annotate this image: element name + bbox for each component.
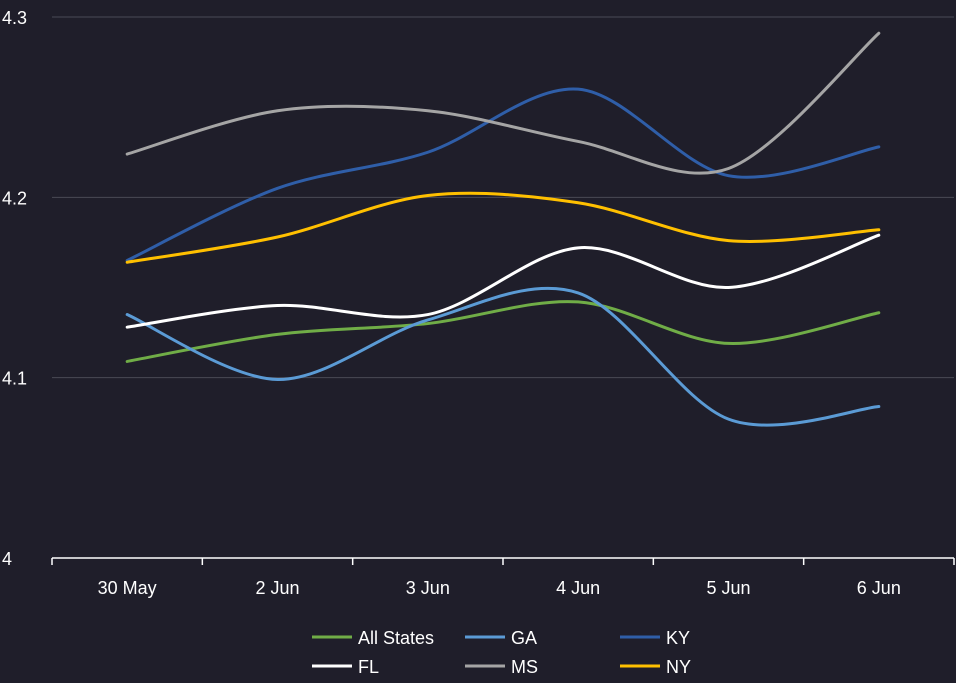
legend-label: GA [511, 628, 537, 648]
series-line-all-states [125, 300, 881, 363]
legend-item-ms: MS [465, 657, 538, 677]
x-tick-label: 2 Jun [255, 578, 299, 598]
x-tick-label: 5 Jun [706, 578, 750, 598]
legend-item-fl: FL [312, 657, 379, 677]
x-tick-label: 6 Jun [857, 578, 901, 598]
x-tick-label: 30 May [98, 578, 157, 598]
legend-item-ga: GA [465, 628, 537, 648]
legend-label: MS [511, 657, 538, 677]
series-line-ms [125, 31, 881, 175]
series-line-ky [125, 87, 881, 262]
legend-label: KY [666, 628, 690, 648]
legend-item-ny: NY [620, 657, 691, 677]
legend-item-all-states: All States [312, 628, 434, 648]
y-tick-label: 4 [2, 549, 12, 569]
legend-label: All States [358, 628, 434, 648]
y-tick-label: 4.3 [2, 8, 27, 28]
series-line-ga [125, 286, 881, 427]
series-line-fl [125, 233, 881, 329]
x-tick-label: 4 Jun [556, 578, 600, 598]
legend: All States GA KY FL MS NY [312, 628, 691, 677]
y-tick-label: 4.1 [2, 369, 27, 389]
legend-label: FL [358, 657, 379, 677]
x-tick-label: 3 Jun [406, 578, 450, 598]
legend-item-ky: KY [620, 628, 690, 648]
series-lines [125, 31, 881, 427]
y-axis-ticks: 4 4.1 4.2 4.3 [2, 8, 27, 569]
series-line-ny [125, 191, 881, 264]
grid-lines [52, 16, 954, 379]
legend-label: NY [666, 657, 691, 677]
x-axis: 30 May 2 Jun 3 Jun 4 Jun 5 Jun 6 Jun [51, 557, 955, 598]
y-tick-label: 4.2 [2, 188, 27, 208]
